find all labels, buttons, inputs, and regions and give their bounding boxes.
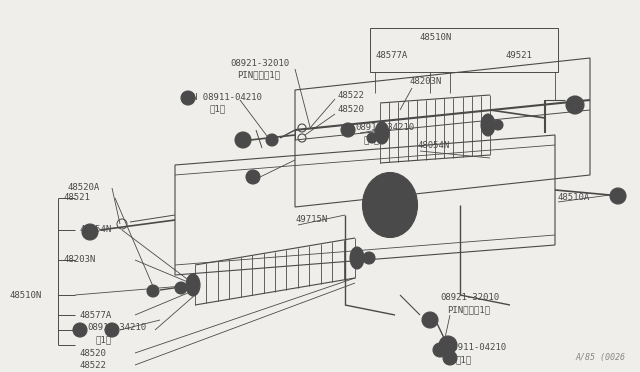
Text: N: N [346, 127, 350, 133]
Circle shape [493, 120, 503, 130]
Text: 〈1〉: 〈1〉 [363, 135, 379, 144]
Circle shape [566, 96, 584, 114]
Text: 48521: 48521 [63, 193, 90, 202]
Ellipse shape [350, 247, 364, 269]
Circle shape [610, 188, 626, 204]
Circle shape [105, 323, 119, 337]
Text: 48520A: 48520A [68, 183, 100, 192]
Text: 48203N: 48203N [63, 256, 95, 264]
Text: PINビン〈1〉: PINビン〈1〉 [237, 71, 280, 80]
Text: 49715N: 49715N [295, 215, 327, 224]
Text: N: N [78, 327, 82, 333]
Text: N: N [110, 327, 114, 333]
Circle shape [266, 134, 278, 146]
Text: 〈1〉: 〈1〉 [455, 356, 471, 365]
Text: N: N [448, 355, 452, 361]
Circle shape [73, 323, 87, 337]
Text: 08911-34210: 08911-34210 [87, 324, 146, 333]
Circle shape [82, 224, 98, 240]
Text: 48510N: 48510N [10, 291, 42, 299]
Circle shape [443, 351, 457, 365]
Text: N 08911-04210: N 08911-04210 [192, 93, 262, 103]
Text: 48520: 48520 [79, 349, 106, 357]
Circle shape [181, 91, 195, 105]
Text: 48510N: 48510N [420, 33, 452, 42]
Circle shape [422, 312, 438, 328]
Text: 〈1〉: 〈1〉 [210, 105, 226, 113]
Text: N: N [186, 95, 190, 101]
Circle shape [341, 123, 355, 137]
Text: 08911-34210: 08911-34210 [355, 124, 414, 132]
Text: 48510A: 48510A [558, 193, 590, 202]
Ellipse shape [481, 114, 495, 136]
Text: PINビン〈1〉: PINビン〈1〉 [447, 305, 490, 314]
Ellipse shape [371, 181, 409, 229]
Circle shape [147, 285, 159, 297]
Text: 48577A: 48577A [375, 51, 407, 60]
Text: 〈1〉: 〈1〉 [95, 336, 111, 344]
Text: 48054N: 48054N [79, 225, 111, 234]
Ellipse shape [375, 122, 389, 144]
Text: 49521: 49521 [505, 51, 532, 60]
Text: 48520: 48520 [338, 106, 365, 115]
Circle shape [439, 336, 457, 354]
Text: 48054N: 48054N [418, 141, 451, 150]
Circle shape [175, 282, 187, 294]
Text: 08921-32010: 08921-32010 [440, 294, 499, 302]
Circle shape [367, 133, 377, 143]
Ellipse shape [186, 274, 200, 296]
Text: 48522: 48522 [79, 360, 106, 369]
Text: 08911-04210: 08911-04210 [447, 343, 506, 353]
Circle shape [433, 343, 447, 357]
Circle shape [363, 252, 375, 264]
Text: 48203N: 48203N [410, 77, 442, 87]
Text: 48577A: 48577A [79, 311, 111, 320]
Circle shape [235, 132, 251, 148]
Ellipse shape [362, 173, 417, 237]
Text: 48522: 48522 [338, 90, 365, 99]
Text: 08921-32010: 08921-32010 [230, 58, 289, 67]
Text: N: N [251, 174, 255, 180]
Text: A/85 (0026: A/85 (0026 [575, 353, 625, 362]
Circle shape [246, 170, 260, 184]
Text: N: N [438, 347, 442, 353]
